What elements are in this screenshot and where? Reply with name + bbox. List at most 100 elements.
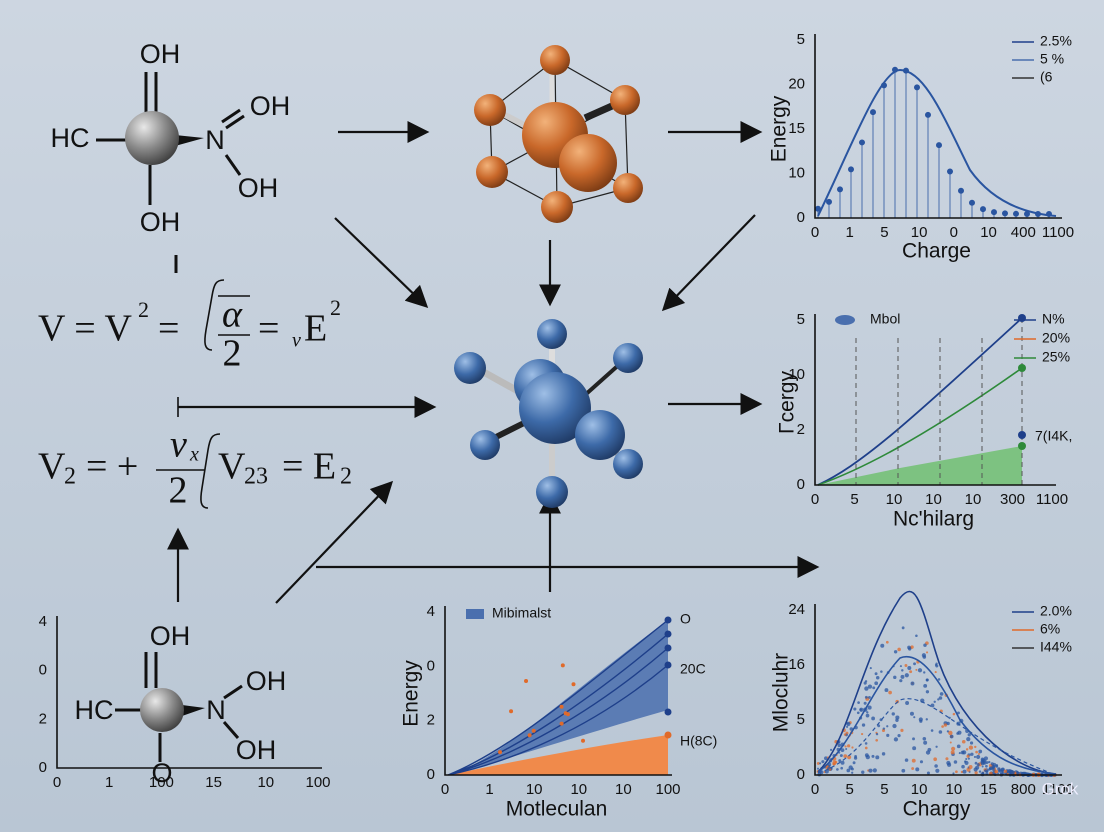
decor-dot <box>846 725 849 728</box>
decor-dot <box>881 82 888 89</box>
decor-dot <box>859 139 866 146</box>
decor-dot <box>981 771 985 775</box>
legend-swatch <box>466 609 484 619</box>
decor-dot <box>991 209 998 216</box>
decor-dot <box>961 739 966 744</box>
x-tick-label: 400 <box>1011 224 1036 241</box>
eq-part: 2 <box>64 464 76 490</box>
decor-dot <box>985 764 988 768</box>
axis <box>814 314 1056 486</box>
y-tick-label: 5 <box>797 311 805 328</box>
decor-dot <box>961 764 965 769</box>
decor-dot <box>925 690 930 694</box>
decor-dot <box>899 665 902 668</box>
decor-dot <box>498 750 503 755</box>
decor-dot <box>527 733 532 738</box>
decor-dot <box>983 756 989 761</box>
decor-dot <box>900 674 905 679</box>
decor-dot <box>901 669 904 672</box>
atom-label: OH <box>140 207 181 237</box>
decor-dot <box>976 763 980 767</box>
atom-label: OH <box>150 621 191 651</box>
y-tick-label: 5 <box>797 31 805 48</box>
decor-dot <box>864 680 868 683</box>
decor-dot <box>912 737 915 741</box>
y-tick-label: 5 <box>797 711 805 728</box>
legend-label: O <box>680 611 691 627</box>
y-tick-label: 2 <box>39 710 47 727</box>
decor-dot <box>872 686 876 690</box>
decor-dot <box>921 653 926 658</box>
eq-part: 23 <box>244 464 268 490</box>
x-tick-label: 1 <box>485 781 493 798</box>
decor-dot <box>945 757 949 761</box>
decor-dot <box>559 704 564 709</box>
decor-dot <box>905 701 910 705</box>
x-tick-label: 10 <box>526 781 543 798</box>
decor-dot <box>957 730 962 735</box>
legend-label: 6% <box>1040 621 1060 637</box>
atom-label: OH <box>238 173 279 203</box>
decor-dot <box>892 723 897 729</box>
decor-dot <box>875 755 880 760</box>
decor-dot <box>976 754 981 760</box>
decor-dot <box>839 754 843 758</box>
decor-dot <box>861 770 865 774</box>
atom-label: O <box>151 758 172 788</box>
equation: V = V 2 = α 2 = v E 2 V 2 = + ν x 2 V 23… <box>38 279 352 512</box>
decor-dot <box>977 753 980 756</box>
y-tick-label: 0 <box>797 209 805 226</box>
decor-dot <box>565 712 570 717</box>
decor-dot <box>571 682 576 687</box>
decor-dot <box>925 678 929 682</box>
decor-dot <box>994 770 997 774</box>
decor-dot <box>509 709 514 714</box>
eq-part: α <box>222 294 243 336</box>
decor-dot <box>885 640 889 644</box>
decor-dot <box>901 768 906 773</box>
decor-dot <box>872 768 877 773</box>
y-tick-label: 4 <box>39 613 47 630</box>
decor-dot <box>856 711 860 715</box>
atom-label: OH <box>236 735 277 765</box>
decor-dot <box>995 764 999 768</box>
decor-dot <box>923 643 927 647</box>
decor-dot <box>974 745 977 749</box>
decor-dot <box>968 745 974 750</box>
decor-dot <box>935 768 940 773</box>
decor-dot <box>847 744 851 748</box>
decor-dot <box>828 768 832 771</box>
decor-dot <box>965 758 968 761</box>
decor-dot <box>848 166 855 173</box>
decor-dot <box>980 760 985 766</box>
axis <box>814 34 1062 219</box>
decor-dot <box>897 647 901 652</box>
x-axis-label: Nc'hilarg <box>893 508 974 531</box>
x-tick-label: 5 <box>880 224 888 241</box>
decor-dot <box>1013 210 1020 217</box>
decor-dot <box>978 749 983 754</box>
decor-dot <box>864 695 868 699</box>
eq-part: = E <box>282 446 336 488</box>
decor-dot <box>871 716 875 721</box>
decor-dot <box>962 769 967 774</box>
atom-label: HC <box>51 123 90 153</box>
decor-dot <box>886 725 889 728</box>
decor-dot <box>863 701 867 705</box>
x-tick-label: 100 <box>305 774 330 791</box>
axis <box>56 616 322 769</box>
decor-dot <box>897 734 901 738</box>
decor-dot <box>923 740 928 745</box>
eq-part: E <box>304 308 327 350</box>
decor-dot <box>952 772 955 775</box>
decor-dot <box>874 681 879 686</box>
decor-dot <box>947 168 954 175</box>
decor-dot <box>559 721 564 726</box>
decor-dot <box>985 761 989 764</box>
decor-dot <box>840 748 845 753</box>
decor-dot <box>930 729 934 732</box>
decor-dot <box>895 718 899 722</box>
decor-dot <box>837 186 844 193</box>
decor-dot <box>1011 770 1015 774</box>
